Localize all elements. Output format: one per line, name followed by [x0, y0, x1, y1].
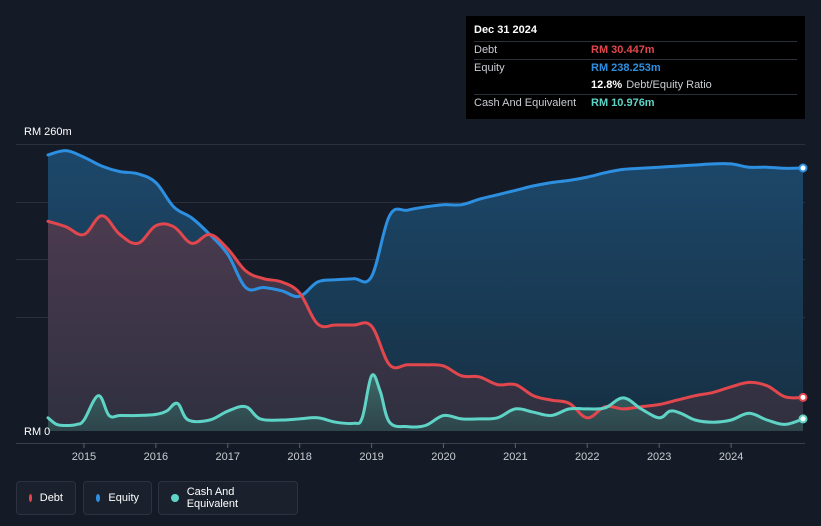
tooltip-row-equity: Equity RM 238.253m [474, 59, 797, 77]
series-areas [48, 151, 803, 431]
cash-dot-icon [171, 494, 179, 502]
x-tick-label-2020: 2020 [431, 451, 455, 463]
tooltip-ratio-label: Debt/Equity Ratio [626, 77, 712, 94]
data-tooltip: Dec 31 2024 Debt RM 30.447m Equity RM 23… [466, 16, 805, 119]
x-tick-label-2018: 2018 [287, 451, 311, 463]
tooltip-ratio-value: 12.8% [591, 77, 622, 94]
tooltip-cash-value: RM 10.976m [591, 95, 655, 112]
legend-cash-label: Cash And Equivalent [187, 486, 285, 510]
legend-equity-label: Equity [108, 492, 139, 504]
legend-item-equity[interactable]: Equity [83, 481, 152, 515]
cash-endpoint [800, 415, 807, 422]
tooltip-row-debt: Debt RM 30.447m [474, 41, 797, 59]
tooltip-debt-label: Debt [474, 42, 591, 59]
y-axis-bottom-label: RM 0 [24, 426, 50, 438]
x-tick-label-2017: 2017 [216, 451, 240, 463]
equity-dot-icon [96, 494, 100, 502]
tooltip-equity-value: RM 238.253m [591, 60, 661, 77]
debt-dot-icon [29, 494, 32, 502]
legend-item-cash[interactable]: Cash And Equivalent [158, 481, 298, 515]
x-tick-label-2023: 2023 [647, 451, 671, 463]
tooltip-cash-label: Cash And Equivalent [474, 95, 591, 112]
legend-debt-label: Debt [40, 492, 63, 504]
x-tick-label-2021: 2021 [503, 451, 527, 463]
equity-endpoint [800, 165, 807, 172]
x-tick-label-2015: 2015 [72, 451, 96, 463]
tooltip-row-ratio: 12.8% Debt/Equity Ratio [474, 77, 797, 94]
y-axis-top-label: RM 260m [24, 126, 72, 138]
x-axis: 2015 2016 2017 2018 2019 2020 2021 2022 2023 2024 [72, 443, 744, 463]
x-tick-label-2016: 2016 [144, 451, 168, 463]
tooltip-equity-label: Equity [474, 60, 591, 77]
debt-endpoint [800, 394, 807, 401]
tooltip-debt-value: RM 30.447m [591, 42, 655, 59]
x-tick-label-2022: 2022 [575, 451, 599, 463]
legend-item-debt[interactable]: Debt [16, 481, 76, 515]
x-tick-label-2019: 2019 [359, 451, 383, 463]
tooltip-row-cash: Cash And Equivalent RM 10.976m [474, 94, 797, 112]
tooltip-date: Dec 31 2024 [474, 24, 797, 36]
x-tick-label-2024: 2024 [719, 451, 743, 463]
